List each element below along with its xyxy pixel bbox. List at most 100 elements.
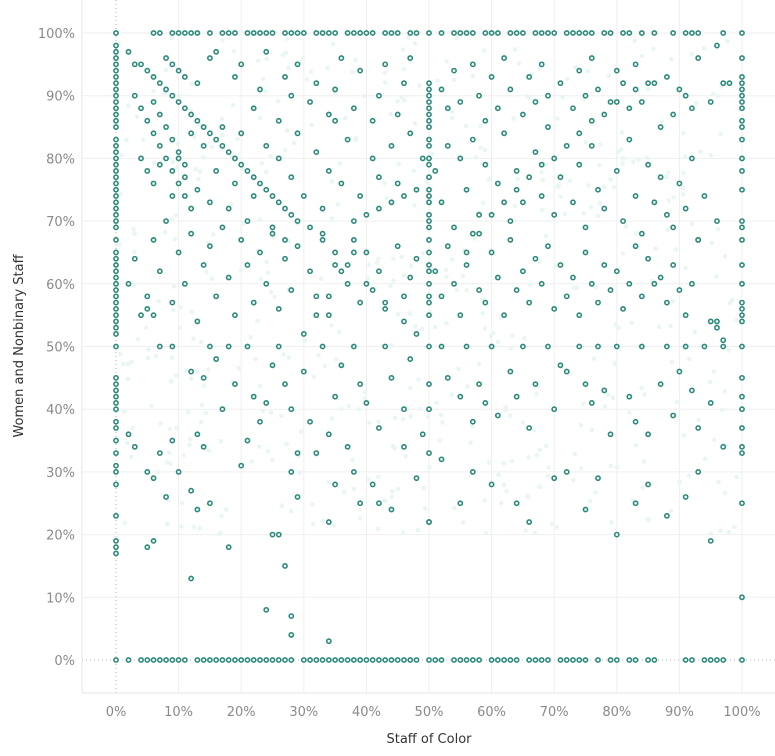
- data-point[interactable]: [407, 30, 414, 36]
- data-point[interactable]: [113, 30, 119, 36]
- data-point[interactable]: [200, 124, 207, 130]
- data-point[interactable]: [607, 99, 614, 105]
- data-point[interactable]: [200, 142, 207, 149]
- data-point[interactable]: [200, 374, 207, 381]
- data-point[interactable]: [275, 657, 282, 663]
- data-point[interactable]: [313, 450, 320, 456]
- data-point[interactable]: [638, 293, 645, 300]
- data-point[interactable]: [545, 30, 551, 36]
- data-point[interactable]: [388, 142, 395, 149]
- data-point[interactable]: [169, 30, 176, 36]
- data-point[interactable]: [638, 230, 645, 237]
- data-point[interactable]: [156, 657, 163, 663]
- data-point[interactable]: [557, 174, 564, 181]
- data-point[interactable]: [325, 312, 332, 319]
- data-point[interactable]: [269, 30, 276, 36]
- data-point[interactable]: [739, 99, 745, 105]
- data-point[interactable]: [150, 475, 157, 482]
- data-point[interactable]: [488, 481, 495, 488]
- data-point[interactable]: [707, 400, 714, 406]
- data-point[interactable]: [576, 312, 583, 319]
- data-point[interactable]: [426, 519, 432, 525]
- data-point[interactable]: [169, 92, 176, 99]
- data-point[interactable]: [163, 218, 169, 224]
- data-point[interactable]: [144, 305, 151, 312]
- data-point[interactable]: [501, 312, 508, 319]
- data-point[interactable]: [294, 494, 301, 500]
- data-point[interactable]: [457, 30, 464, 36]
- data-point[interactable]: [739, 594, 745, 601]
- data-point[interactable]: [175, 249, 182, 256]
- data-point[interactable]: [175, 99, 182, 105]
- data-point[interactable]: [595, 86, 601, 93]
- data-point[interactable]: [576, 343, 583, 350]
- data-point[interactable]: [714, 218, 720, 224]
- data-point[interactable]: [676, 180, 683, 187]
- data-point[interactable]: [645, 431, 651, 438]
- data-point[interactable]: [131, 443, 138, 450]
- data-point[interactable]: [225, 205, 232, 212]
- data-point[interactable]: [175, 657, 182, 663]
- data-point[interactable]: [219, 224, 226, 231]
- data-point[interactable]: [288, 613, 295, 620]
- data-point[interactable]: [570, 274, 576, 281]
- data-point[interactable]: [163, 657, 169, 663]
- data-point[interactable]: [369, 287, 376, 293]
- data-point[interactable]: [150, 130, 157, 137]
- data-point[interactable]: [632, 86, 639, 93]
- data-point[interactable]: [513, 657, 520, 663]
- data-point[interactable]: [545, 657, 551, 663]
- data-point[interactable]: [269, 657, 276, 663]
- data-point[interactable]: [263, 142, 270, 149]
- data-point[interactable]: [595, 475, 601, 482]
- data-point[interactable]: [350, 343, 357, 350]
- data-point[interactable]: [332, 249, 338, 256]
- data-point[interactable]: [388, 657, 395, 663]
- data-point[interactable]: [426, 218, 432, 224]
- data-point[interactable]: [175, 468, 182, 475]
- data-point[interactable]: [282, 237, 288, 243]
- data-point[interactable]: [150, 180, 157, 187]
- data-point[interactable]: [113, 287, 119, 293]
- data-point[interactable]: [113, 73, 119, 80]
- data-point[interactable]: [250, 174, 257, 181]
- data-point[interactable]: [426, 249, 432, 256]
- data-point[interactable]: [476, 657, 482, 663]
- data-point[interactable]: [250, 299, 257, 306]
- data-point[interactable]: [169, 343, 176, 350]
- data-point[interactable]: [739, 318, 745, 325]
- data-point[interactable]: [532, 657, 539, 663]
- data-point[interactable]: [294, 450, 301, 456]
- data-point[interactable]: [188, 230, 195, 237]
- data-point[interactable]: [582, 224, 589, 231]
- data-point[interactable]: [113, 86, 119, 93]
- data-point[interactable]: [257, 418, 263, 425]
- data-point[interactable]: [113, 80, 119, 87]
- data-point[interactable]: [156, 161, 163, 168]
- data-point[interactable]: [113, 437, 119, 444]
- data-point[interactable]: [319, 237, 326, 243]
- data-point[interactable]: [657, 174, 664, 181]
- data-point[interactable]: [676, 368, 683, 375]
- data-point[interactable]: [739, 450, 745, 456]
- data-point[interactable]: [739, 237, 745, 243]
- data-point[interactable]: [632, 243, 639, 250]
- data-point[interactable]: [319, 205, 326, 212]
- data-point[interactable]: [469, 136, 476, 143]
- data-point[interactable]: [520, 268, 526, 275]
- data-point[interactable]: [419, 431, 426, 438]
- data-point[interactable]: [739, 92, 745, 99]
- data-point[interactable]: [432, 268, 439, 275]
- data-point[interactable]: [156, 30, 163, 36]
- data-point[interactable]: [113, 343, 119, 350]
- data-point[interactable]: [169, 61, 176, 68]
- data-point[interactable]: [200, 657, 207, 663]
- data-point[interactable]: [576, 657, 583, 663]
- data-point[interactable]: [682, 343, 689, 350]
- data-point[interactable]: [545, 124, 551, 130]
- data-point[interactable]: [638, 343, 645, 350]
- data-point[interactable]: [739, 117, 745, 124]
- data-point[interactable]: [739, 55, 745, 61]
- data-point[interactable]: [413, 331, 420, 337]
- data-point[interactable]: [707, 99, 714, 105]
